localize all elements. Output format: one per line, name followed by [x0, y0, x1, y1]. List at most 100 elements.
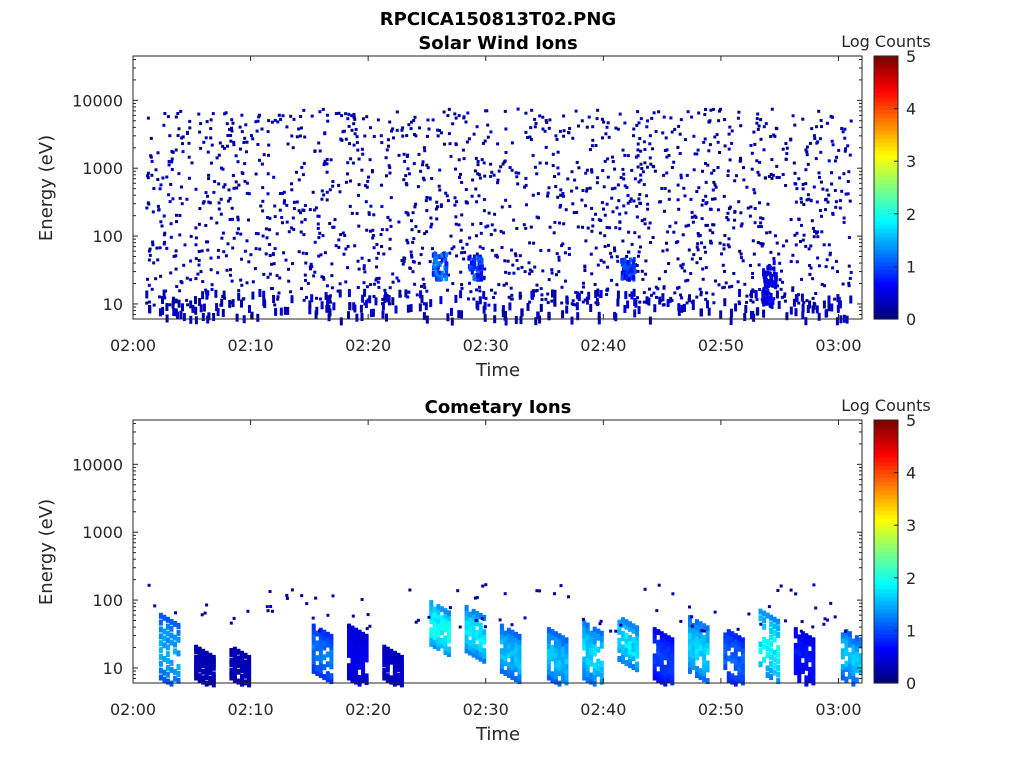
- count-cell: [741, 259, 745, 263]
- count-cell: [290, 295, 294, 304]
- colorbar-segment: [874, 609, 898, 614]
- burst-cell: [670, 668, 675, 675]
- count-cell: [746, 206, 750, 210]
- burst-cell: [811, 653, 816, 660]
- count-cell: [167, 160, 171, 163]
- count-cell: [304, 261, 308, 265]
- count-cell: [841, 282, 845, 286]
- y-tick-label: 10000: [72, 455, 123, 474]
- x-tick-label: 03:00: [815, 336, 861, 355]
- count-cell: [338, 282, 342, 286]
- burst-cell: [357, 652, 362, 659]
- count-cell: [613, 186, 617, 190]
- count-cell: [478, 245, 482, 249]
- count-cell: [410, 255, 414, 259]
- burst-cell: [804, 675, 809, 682]
- count-cell: [603, 213, 607, 217]
- count-cell: [609, 251, 613, 255]
- count-cell: [667, 153, 671, 157]
- count-cell: [162, 123, 166, 127]
- count-cell: [557, 255, 561, 259]
- count-cell: [171, 197, 175, 201]
- count-cell: [655, 295, 658, 299]
- count-cell: [758, 201, 761, 205]
- count-cell: [344, 280, 348, 284]
- count-cell: [181, 142, 184, 146]
- count-cell: [458, 176, 461, 179]
- colorbar-segment: [874, 208, 898, 213]
- count-cell: [417, 152, 421, 156]
- count-cell: [558, 205, 562, 209]
- count-cell: [325, 190, 329, 194]
- count-cell: [240, 130, 244, 134]
- count-cell: [337, 238, 341, 242]
- colorbar-segment: [874, 654, 898, 659]
- panel-title-solar-wind: Solar Wind Ions: [418, 33, 577, 54]
- count-cell: [346, 172, 349, 176]
- colorbar-segment: [874, 146, 898, 152]
- count-cell: [206, 248, 210, 252]
- burst-cell: [553, 657, 558, 664]
- burst-cell: [464, 623, 469, 630]
- count-cell: [619, 623, 623, 627]
- count-cell: [797, 177, 801, 181]
- y-tick-label: 100: [92, 227, 123, 246]
- burst-cell: [663, 664, 668, 671]
- burst-cell: [774, 272, 778, 278]
- burst-cell: [315, 640, 320, 647]
- count-cell: [357, 193, 360, 197]
- burst-cell: [589, 672, 594, 679]
- colorbar-segment: [874, 269, 898, 275]
- count-cell: [188, 119, 192, 123]
- count-cell: [428, 197, 432, 201]
- count-cell: [487, 211, 491, 215]
- count-cell: [199, 122, 203, 126]
- count-cell: [639, 178, 643, 182]
- burst-cell: [592, 680, 597, 687]
- count-cell: [414, 225, 418, 229]
- count-cell: [148, 253, 152, 257]
- count-cell: [799, 197, 803, 201]
- count-cell: [430, 222, 434, 226]
- count-cell: [727, 245, 731, 249]
- burst-cell: [514, 631, 518, 638]
- count-cell: [621, 239, 625, 243]
- count-cell: [730, 309, 733, 318]
- count-cell: [489, 162, 493, 166]
- count-cell: [730, 129, 734, 133]
- burst-cell: [399, 661, 404, 668]
- count-cell: [377, 251, 380, 255]
- count-cell: [704, 180, 708, 184]
- burst-cell: [776, 625, 781, 632]
- burst-cell: [399, 664, 404, 671]
- burst-cell: [471, 608, 476, 615]
- count-cell: [548, 225, 552, 229]
- count-cell: [367, 259, 371, 262]
- count-cell: [422, 312, 426, 321]
- burst-cell: [550, 644, 555, 651]
- count-cell: [292, 228, 296, 231]
- count-cell: [759, 216, 763, 220]
- count-cell: [589, 304, 593, 312]
- burst-cell: [236, 658, 241, 665]
- count-cell: [711, 107, 715, 111]
- count-cell: [723, 144, 727, 148]
- burst-cell: [765, 639, 770, 645]
- count-cell: [178, 214, 182, 217]
- x-tick-label: 02:40: [580, 336, 626, 355]
- burst-cell: [446, 623, 451, 630]
- count-cell: [245, 239, 249, 243]
- count-cell: [503, 109, 507, 113]
- count-cell: [752, 188, 756, 192]
- count-cell: [785, 312, 789, 321]
- count-cell: [419, 253, 423, 257]
- count-cell: [570, 189, 574, 193]
- count-cell: [237, 289, 241, 293]
- count-cell: [652, 111, 656, 115]
- burst-cell: [475, 611, 480, 617]
- count-cell: [331, 180, 335, 183]
- count-cell: [639, 173, 643, 177]
- count-cell: [253, 267, 257, 271]
- count-cell: [770, 107, 774, 111]
- burst-cell: [176, 671, 181, 677]
